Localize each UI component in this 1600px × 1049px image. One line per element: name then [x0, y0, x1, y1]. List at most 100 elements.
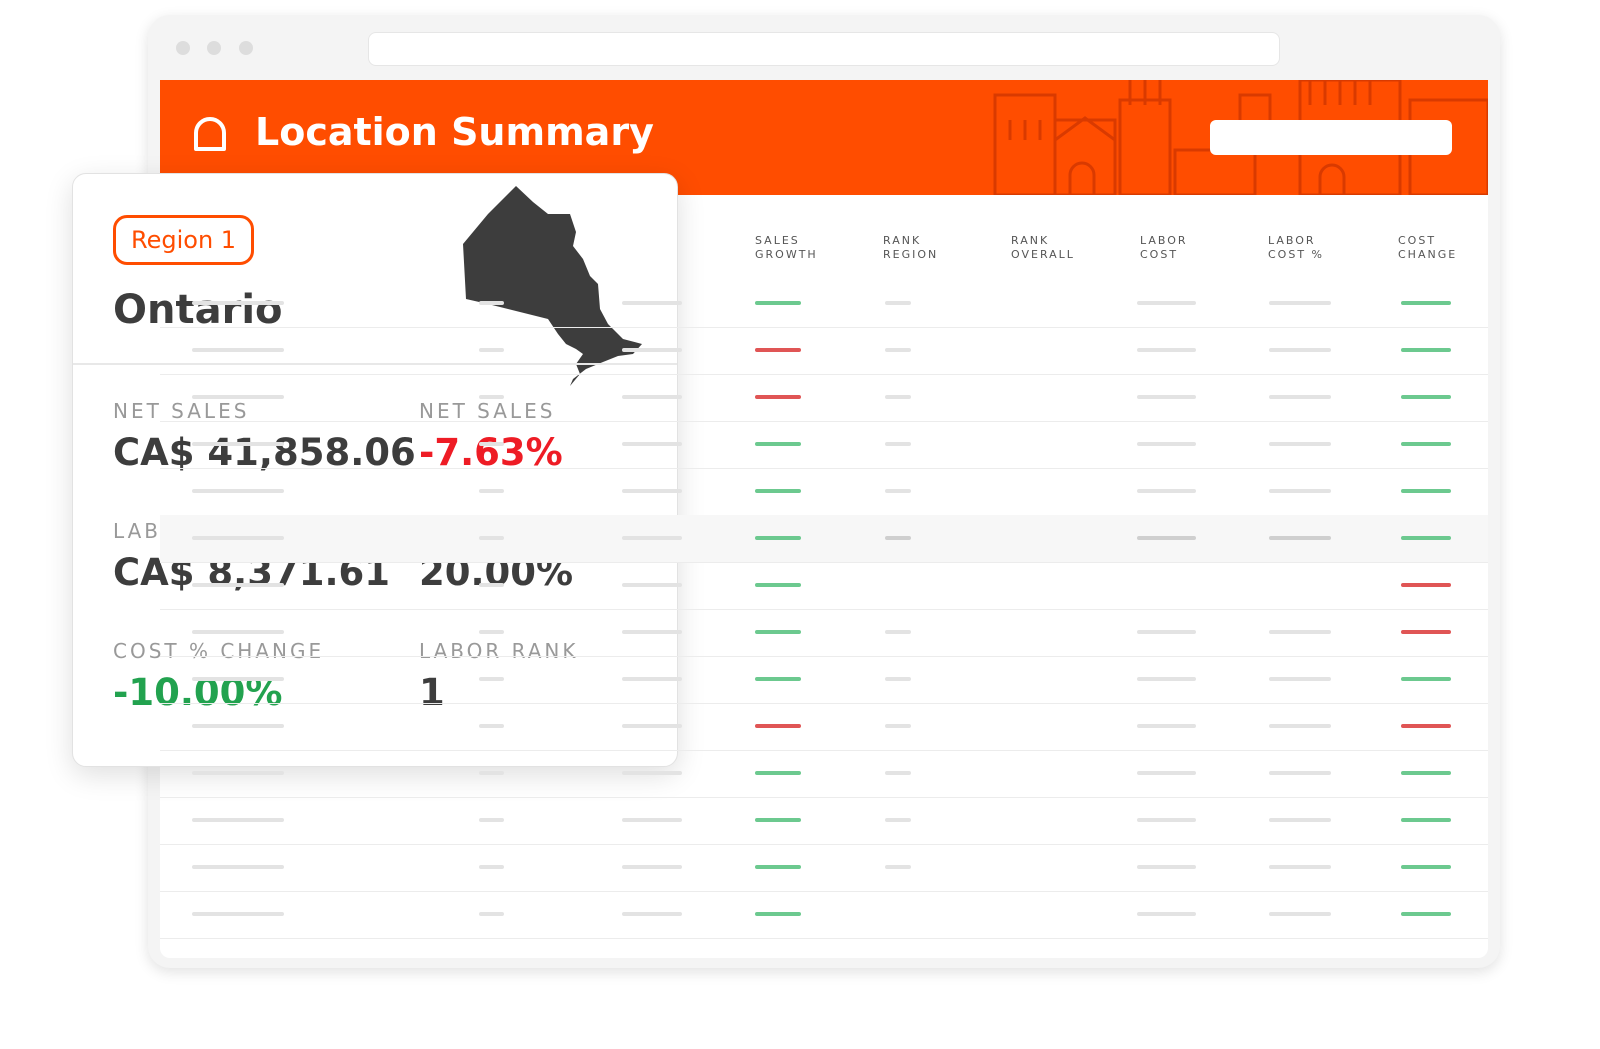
placeholder-bar: [755, 536, 801, 540]
placeholder-bar: [1269, 301, 1331, 305]
placeholder-bar: [1401, 865, 1451, 869]
table-row[interactable]: [160, 374, 1488, 422]
table-row[interactable]: [160, 844, 1488, 892]
table-row[interactable]: [160, 327, 1488, 375]
placeholder-bar: [192, 865, 284, 869]
placeholder-bar: [1269, 724, 1331, 728]
table-row[interactable]: [160, 891, 1488, 939]
placeholder-bar: [479, 630, 504, 634]
placeholder-bar: [479, 583, 504, 587]
placeholder-bar: [479, 818, 504, 822]
table-row[interactable]: [160, 656, 1488, 704]
placeholder-bar: [755, 301, 801, 305]
placeholder-bar: [1401, 912, 1451, 916]
placeholder-bar: [1401, 536, 1451, 540]
placeholder-bar: [622, 865, 682, 869]
window-dot: [239, 41, 253, 55]
table-row[interactable]: [160, 703, 1488, 751]
table-row[interactable]: [160, 280, 1488, 328]
metric-label: NET SALES: [419, 399, 556, 423]
placeholder-bar: [1401, 489, 1451, 493]
placeholder-bar: [192, 395, 284, 399]
search-box[interactable]: [1210, 120, 1452, 155]
placeholder-bar: [1401, 395, 1451, 399]
placeholder-bar: [192, 442, 284, 446]
column-header: LABOR COST: [1140, 234, 1188, 261]
app-icon: [194, 117, 226, 151]
placeholder-bar: [622, 818, 682, 822]
placeholder-bar: [1269, 536, 1331, 540]
placeholder-bar: [1269, 348, 1331, 352]
placeholder-bar: [1137, 865, 1196, 869]
placeholder-bar: [622, 677, 682, 681]
placeholder-bar: [1269, 677, 1331, 681]
placeholder-bar: [1401, 818, 1451, 822]
placeholder-bar: [1137, 348, 1196, 352]
placeholder-bar: [1401, 348, 1451, 352]
placeholder-bar: [1137, 395, 1196, 399]
placeholder-bar: [885, 724, 911, 728]
placeholder-bar: [755, 771, 801, 775]
placeholder-bar: [622, 771, 682, 775]
placeholder-bar: [1137, 489, 1196, 493]
window-dot: [176, 41, 190, 55]
placeholder-bar: [622, 395, 682, 399]
province-map: [463, 186, 642, 386]
placeholder-bar: [755, 912, 801, 916]
placeholder-bar: [1137, 630, 1196, 634]
placeholder-bar: [755, 865, 801, 869]
placeholder-bar: [479, 865, 504, 869]
placeholder-bar: [885, 536, 911, 540]
placeholder-bar: [192, 536, 284, 540]
placeholder-bar: [192, 301, 284, 305]
placeholder-bar: [192, 583, 284, 587]
table-row[interactable]: [160, 797, 1488, 845]
placeholder-bar: [192, 912, 284, 916]
table-row[interactable]: [160, 609, 1488, 657]
placeholder-bar: [479, 912, 504, 916]
metric-value: 1: [419, 671, 445, 714]
page-title: Location Summary: [255, 110, 654, 154]
placeholder-bar: [885, 865, 911, 869]
placeholder-bar: [885, 395, 911, 399]
placeholder-bar: [479, 395, 504, 399]
placeholder-bar: [622, 536, 682, 540]
column-header: COST CHANGE: [1398, 234, 1458, 261]
location-name: Ontario: [113, 287, 283, 333]
column-header: LABOR COST %: [1268, 234, 1324, 261]
placeholder-bar: [755, 677, 801, 681]
placeholder-bar: [192, 348, 284, 352]
table-row[interactable]: [160, 750, 1488, 798]
placeholder-bar: [885, 818, 911, 822]
placeholder-bar: [885, 630, 911, 634]
placeholder-bar: [755, 724, 801, 728]
metric-value: -7.63%: [419, 431, 563, 474]
placeholder-bar: [885, 442, 911, 446]
placeholder-bar: [479, 536, 504, 540]
placeholder-bar: [1269, 395, 1331, 399]
placeholder-bar: [479, 724, 504, 728]
placeholder-bar: [755, 583, 801, 587]
placeholder-bar: [885, 677, 911, 681]
address-bar[interactable]: [368, 32, 1280, 66]
placeholder-bar: [1137, 771, 1196, 775]
placeholder-bar: [622, 489, 682, 493]
table-row[interactable]: [160, 562, 1488, 610]
placeholder-bar: [622, 348, 682, 352]
placeholder-bar: [885, 301, 911, 305]
placeholder-bar: [755, 630, 801, 634]
placeholder-bar: [1269, 630, 1331, 634]
window-dot: [207, 41, 221, 55]
placeholder-bar: [622, 630, 682, 634]
placeholder-bar: [479, 301, 504, 305]
table-row[interactable]: [160, 515, 1488, 563]
placeholder-bar: [622, 301, 682, 305]
placeholder-bar: [479, 348, 504, 352]
metric-label: NET SALES: [113, 399, 250, 423]
placeholder-bar: [192, 630, 284, 634]
placeholder-bar: [1137, 677, 1196, 681]
placeholder-bar: [192, 724, 284, 728]
table-row[interactable]: [160, 421, 1488, 469]
divider: [73, 363, 677, 365]
